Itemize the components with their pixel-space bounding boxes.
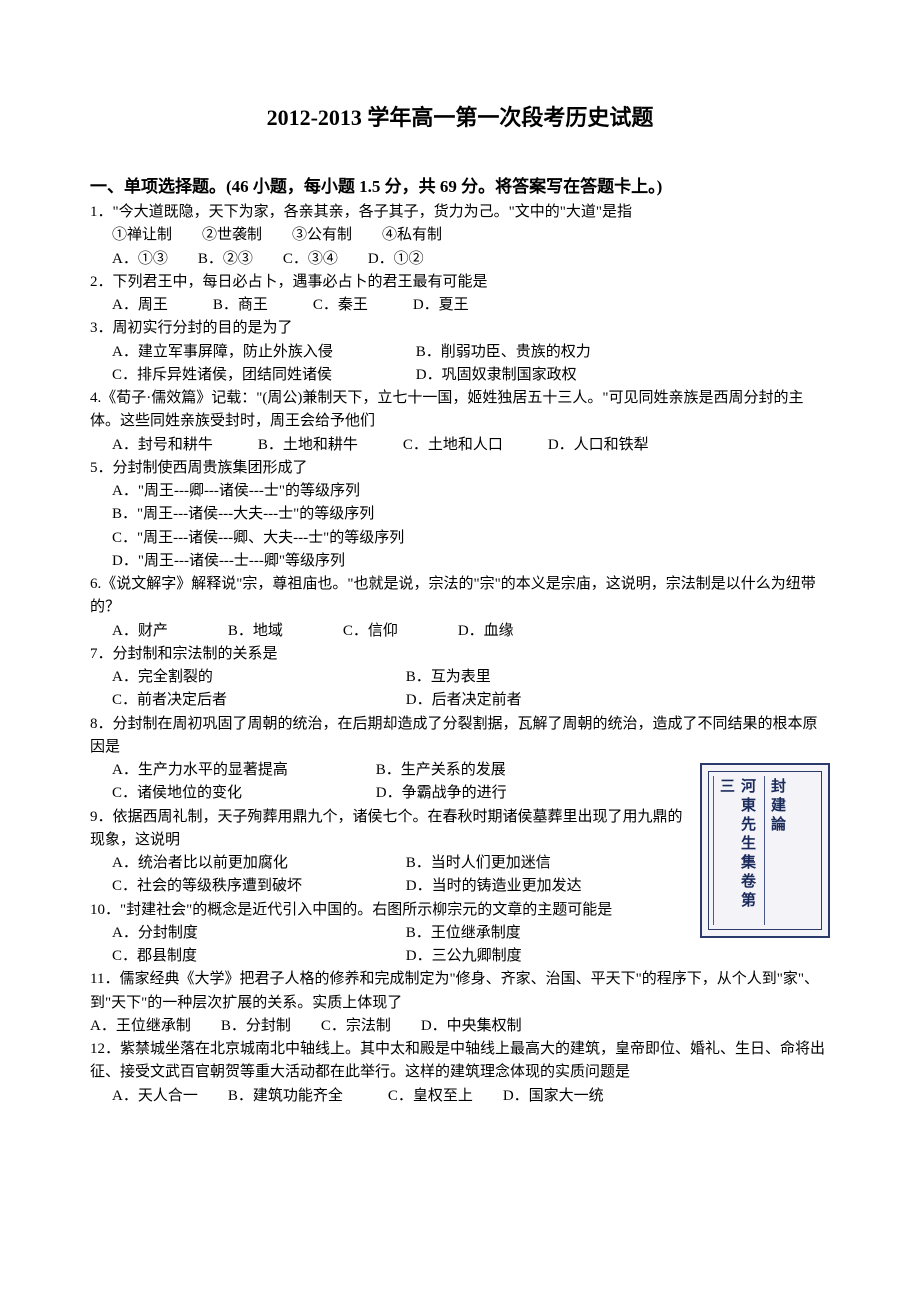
question-text: 5．分封制使西周贵族集团形成了 xyxy=(90,457,830,480)
book-column-1: 河東先生集卷第三 xyxy=(713,776,760,925)
book-column-2: 封建論 xyxy=(764,776,790,925)
option-row: A．完全割裂的 B．互为表里 xyxy=(90,666,830,689)
option-b: B．生产关系的发展 xyxy=(376,762,506,778)
option-b: B．当时人们更加迷信 xyxy=(406,855,551,871)
option-d: D．三公九卿制度 xyxy=(406,948,522,964)
question-text: 12．紫禁城坐落在北京城南北中轴线上。其中太和殿是中轴线上最高大的建筑，皇帝即位… xyxy=(90,1038,830,1085)
question-1: 1．"今大道既隐，天下为家，各亲其亲，各子其子，货力为己。"文中的"大道"是指 … xyxy=(90,201,830,271)
option-line: ①禅让制 ②世袭制 ③公有制 ④私有制 xyxy=(90,224,830,247)
option-row: C．排斥异姓诸侯，团结同姓诸侯 D．巩固奴隶制国家政权 xyxy=(90,364,830,387)
option-a: A．"周王---卿---诸侯---士"的等级序列 xyxy=(90,480,830,503)
question-6: 6.《说文解字》解释说"宗，尊祖庙也。"也就是说，宗法的"宗"的本义是宗庙，这说… xyxy=(90,573,830,643)
option-line: A．周王 B．商王 C．秦王 D．夏王 xyxy=(90,294,830,317)
exam-page: 2012-2013 学年高一第一次段考历史试题 一、单项选择题。(46 小题，每… xyxy=(0,0,920,1168)
option-d: D．争霸战争的进行 xyxy=(376,785,507,801)
option-a: A．分封制度 xyxy=(112,922,402,945)
option-line: A．天人合一 B．建筑功能齐全 C．皇权至上 D．国家大一统 xyxy=(90,1085,830,1108)
page-title: 2012-2013 学年高一第一次段考历史试题 xyxy=(90,100,830,132)
question-12: 12．紫禁城坐落在北京城南北中轴线上。其中太和殿是中轴线上最高大的建筑，皇帝即位… xyxy=(90,1038,830,1108)
question-text: 6.《说文解字》解释说"宗，尊祖庙也。"也就是说，宗法的"宗"的本义是宗庙，这说… xyxy=(90,573,830,620)
option-a: A．统治者比以前更加腐化 xyxy=(112,852,402,875)
option-c: C．"周王---诸侯---卿、大夫---士"的等级序列 xyxy=(90,527,830,550)
option-d: D．巩固奴隶制国家政权 xyxy=(416,367,577,383)
option-c: C．社会的等级秩序遭到破坏 xyxy=(112,875,402,898)
question-7: 7．分封制和宗法制的关系是 A．完全割裂的 B．互为表里 C．前者决定后者 D．… xyxy=(90,643,830,713)
option-d: D．后者决定前者 xyxy=(406,692,522,708)
option-a: A．完全割裂的 xyxy=(112,666,402,689)
question-5: 5．分封制使西周贵族集团形成了 A．"周王---卿---诸侯---士"的等级序列… xyxy=(90,457,830,573)
option-line: A．封号和耕牛 B．土地和耕牛 C．土地和人口 D．人口和铁犁 xyxy=(90,434,830,457)
option-a: A．生产力水平的显著提高 xyxy=(112,759,372,782)
option-row: C．郡县制度 D．三公九卿制度 xyxy=(90,945,830,968)
option-line: A．王位继承制 B．分封制 C．宗法制 D．中央集权制 xyxy=(90,1015,830,1038)
question-11: 11．儒家经典《大学》把君子人格的修养和完成制定为"修身、齐家、治国、平天下"的… xyxy=(90,968,830,1038)
option-b: B．王位继承制度 xyxy=(406,925,521,941)
questions-block: 1．"今大道既隐，天下为家，各亲其亲，各子其子，货力为己。"文中的"大道"是指 … xyxy=(90,201,830,1108)
option-a: A．建立军事屏障，防止外族入侵 xyxy=(112,341,412,364)
option-d: D．当时的铸造业更加发达 xyxy=(406,878,582,894)
question-3: 3．周初实行分封的目的是为了 A．建立军事屏障，防止外族入侵 B．削弱功臣、贵族… xyxy=(90,317,830,387)
question-4: 4.《荀子·儒效篇》记载："(周公)兼制天下，立七十一国，姬姓独居五十三人。"可… xyxy=(90,387,830,457)
question-text: 2．下列君王中，每日必占卜，遇事必占卜的君王最有可能是 xyxy=(90,271,830,294)
option-d: D．"周王---诸侯---士---卿"等级序列 xyxy=(90,550,830,573)
question-text: 7．分封制和宗法制的关系是 xyxy=(90,643,830,666)
option-row: C．前者决定后者 D．后者决定前者 xyxy=(90,689,830,712)
question-text: 3．周初实行分封的目的是为了 xyxy=(90,317,830,340)
question-2: 2．下列君王中，每日必占卜，遇事必占卜的君王最有可能是 A．周王 B．商王 C．… xyxy=(90,271,830,318)
book-column-3 xyxy=(794,776,819,925)
option-row: A．建立军事屏障，防止外族入侵 B．削弱功臣、贵族的权力 xyxy=(90,341,830,364)
question-text: 1．"今大道既隐，天下为家，各亲其亲，各子其子，货力为己。"文中的"大道"是指 xyxy=(90,201,830,224)
option-b: B．削弱功臣、贵族的权力 xyxy=(416,344,591,360)
question-text: 4.《荀子·儒效篇》记载："(周公)兼制天下，立七十一国，姬姓独居五十三人。"可… xyxy=(90,387,830,434)
book-inner-frame: 河東先生集卷第三 封建論 xyxy=(708,771,822,930)
option-c: C．排斥异姓诸侯，团结同姓诸侯 xyxy=(112,364,412,387)
section-1-header: 一、单项选择题。(46 小题，每小题 1.5 分，共 69 分。将答案写在答题卡… xyxy=(90,172,830,197)
question-text: 11．儒家经典《大学》把君子人格的修养和完成制定为"修身、齐家、治国、平天下"的… xyxy=(90,968,830,1015)
option-line: A．财产 B．地域 C．信仰 D．血缘 xyxy=(90,620,830,643)
option-b: B．"周王---诸侯---大夫---士"的等级序列 xyxy=(90,503,830,526)
option-c: C．前者决定后者 xyxy=(112,689,402,712)
book-illustration: 河東先生集卷第三 封建論 xyxy=(700,763,830,938)
option-c: C．郡县制度 xyxy=(112,945,402,968)
question-text: 8．分封制在周初巩固了周朝的统治，在后期却造成了分裂割据，瓦解了周朝的统治，造成… xyxy=(90,713,830,760)
option-c: C．诸侯地位的变化 xyxy=(112,782,372,805)
option-line: A．①③ B．②③ C．③④ D．①② xyxy=(90,248,830,271)
question-8: 8．分封制在周初巩固了周朝的统治，在后期却造成了分裂割据，瓦解了周朝的统治，造成… xyxy=(90,713,830,760)
option-b: B．互为表里 xyxy=(406,669,491,685)
